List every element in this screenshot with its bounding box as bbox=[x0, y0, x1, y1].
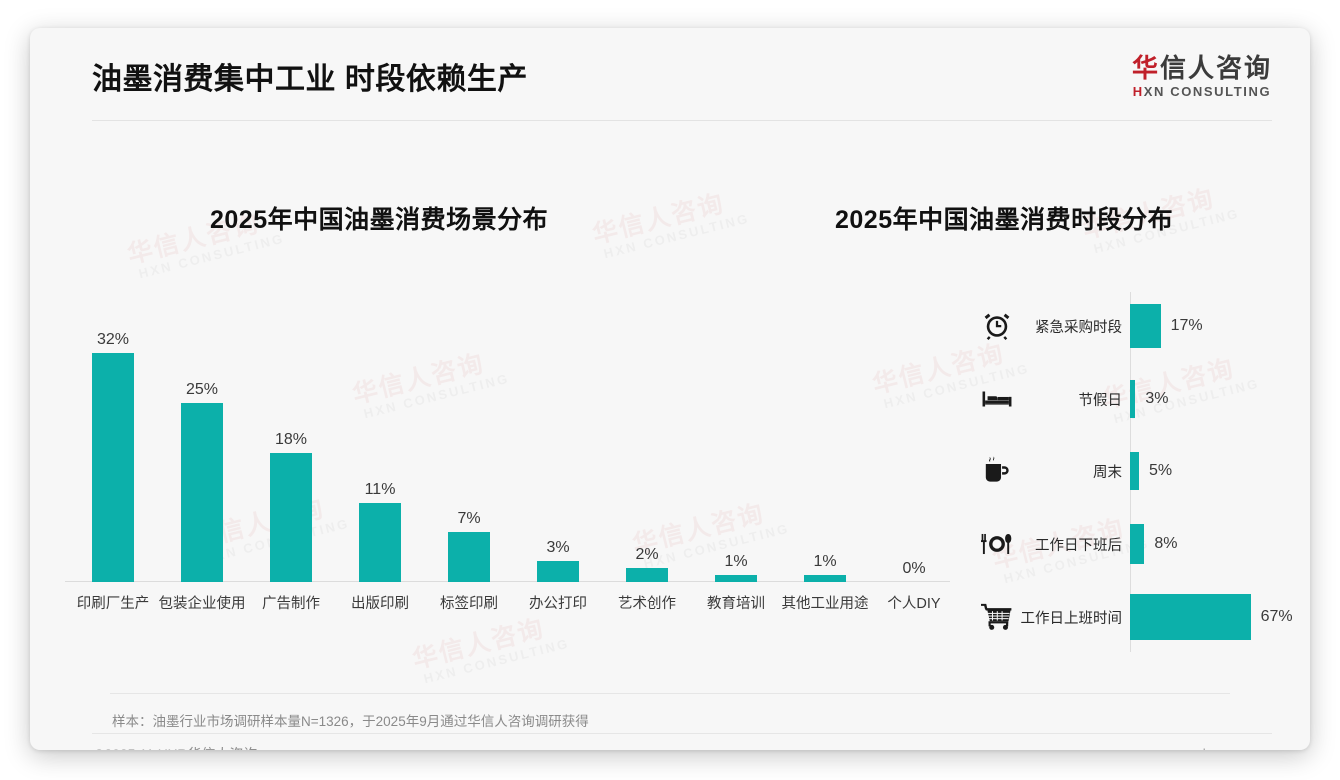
bar bbox=[1130, 380, 1136, 418]
slide-header: 油墨消费集中工业 时段依赖生产 华信人咨询 HXN CONSULTING bbox=[30, 28, 1310, 121]
bar bbox=[1130, 304, 1161, 348]
bar-value-label: 25% bbox=[185, 381, 219, 399]
bar bbox=[715, 574, 757, 582]
bar-value-label: 0% bbox=[902, 560, 926, 577]
slide-canvas: 华信人咨询 HXN CONSULTING 华信人咨询 HXN CONSULTIN… bbox=[30, 28, 1310, 750]
watermark: 华信人咨询 HXN CONSULTING bbox=[590, 185, 751, 263]
logo-rest-chars: 信人咨询 bbox=[1159, 53, 1272, 83]
scene-distribution-bar-chart: 32% 印刷厂生产 25% 包装企业使用 18% 广告制作 11% 出版印刷 7… bbox=[65, 278, 950, 618]
bar-column: 7% 标签印刷 bbox=[425, 314, 513, 613]
bar bbox=[1130, 452, 1139, 490]
bar bbox=[1130, 524, 1145, 564]
watermark-cn: 华信人咨询 bbox=[409, 614, 548, 675]
hbar-category-label: 工作日下班后 bbox=[1035, 537, 1122, 554]
bar-column: 3% 办公打印 bbox=[514, 314, 602, 612]
coffee-mug-icon bbox=[980, 454, 1014, 488]
bar bbox=[181, 403, 223, 582]
hbar-value-label: 17% bbox=[1170, 317, 1203, 334]
bar-column: 1% 教育培训 bbox=[692, 314, 780, 612]
bar-value-label: 32% bbox=[96, 331, 130, 349]
bar-value-label: 1% bbox=[813, 552, 837, 570]
hbar-value-label: 67% bbox=[1260, 608, 1293, 625]
copyright-text: ©2025.11 HXR华信人咨询 bbox=[94, 744, 257, 750]
bar bbox=[1130, 594, 1251, 640]
plate-cutlery-icon bbox=[980, 527, 1014, 561]
time-slot-distribution-bar-chart: 紧急采购时段 17% 节假日 3% bbox=[970, 286, 1293, 656]
bar-value-label: 2% bbox=[635, 545, 659, 563]
header-divider bbox=[92, 120, 1272, 121]
bar-value-label: 7% bbox=[457, 510, 481, 527]
footer-divider bbox=[92, 733, 1272, 734]
chart-baseline bbox=[65, 581, 950, 582]
bar-column: 18% 广告制作 bbox=[247, 314, 335, 612]
bar-value-label: 18% bbox=[274, 431, 308, 449]
logo-english: HXN CONSULTING bbox=[1132, 84, 1272, 99]
hbar-row: 节假日 3% bbox=[970, 371, 1290, 427]
bar-column: 0% 个人DIY bbox=[870, 314, 958, 613]
bar-value-label: 3% bbox=[546, 538, 570, 556]
bar bbox=[448, 532, 490, 582]
brand-logo: 华信人咨询 HXN CONSULTING bbox=[1131, 53, 1272, 99]
bar-category-label: 教育培训 bbox=[707, 596, 765, 612]
bar-category-label: 广告制作 bbox=[262, 596, 320, 612]
bar bbox=[537, 560, 579, 582]
bar bbox=[804, 574, 846, 582]
bar-column: 32% 印刷厂生产 bbox=[69, 314, 157, 612]
watermark-en: HXN CONSULTING bbox=[137, 230, 286, 282]
hbar-category-label: 节假日 bbox=[1078, 392, 1123, 409]
hbar-row: 工作日下班后 8% bbox=[970, 516, 1290, 572]
hbar-value-label: 3% bbox=[1145, 390, 1169, 407]
logo-en-rest: XN CONSULTING bbox=[1143, 84, 1272, 100]
hbar-category-label: 工作日上班时间 bbox=[1020, 610, 1123, 627]
bar-category-label: 个人DIY bbox=[887, 596, 941, 612]
logo-en-accent: H bbox=[1132, 84, 1144, 100]
hbar-value-label: 8% bbox=[1154, 535, 1178, 552]
sample-footnote: 样本：油墨行业市场调研样本量N=1326，于2025年9月通过华信人咨询调研获得 bbox=[112, 714, 589, 729]
bar-column: 11% 出版印刷 bbox=[336, 314, 424, 612]
hbar-category-label: 紧急采购时段 bbox=[1035, 319, 1122, 336]
watermark-en: HXN CONSULTING bbox=[422, 635, 571, 687]
watermark-cn: 华信人咨询 bbox=[589, 189, 728, 250]
shopping-cart-icon bbox=[980, 600, 1014, 634]
hbar-row: 工作日上班时间 67% bbox=[970, 588, 1293, 646]
bar-category-label: 标签印刷 bbox=[440, 596, 498, 612]
bar-category-label: 办公打印 bbox=[529, 596, 587, 612]
bar-column: 2% 艺术创作 bbox=[603, 314, 691, 612]
bar-column: 25% 包装企业使用 bbox=[158, 314, 246, 612]
website-url[interactable]: www.hxrcon.com bbox=[1172, 746, 1270, 750]
left-chart-title: 2025年中国油墨消费场景分布 bbox=[210, 206, 549, 234]
watermark-en: HXN CONSULTING bbox=[602, 210, 751, 262]
bar-category-label: 包装企业使用 bbox=[158, 596, 246, 612]
bar bbox=[359, 503, 401, 582]
bar-column: 1% 其他工业用途 bbox=[781, 314, 869, 612]
bar bbox=[92, 353, 134, 582]
logo-chinese: 华信人咨询 bbox=[1131, 53, 1272, 83]
bar-category-label: 其他工业用途 bbox=[781, 596, 869, 612]
bar-category-label: 出版印刷 bbox=[351, 596, 409, 612]
logo-accent-char: 华 bbox=[1131, 53, 1160, 83]
bar bbox=[626, 567, 668, 582]
hbar-category-label: 周末 bbox=[1093, 464, 1122, 481]
right-chart-title: 2025年中国油墨消费时段分布 bbox=[835, 206, 1174, 234]
watermark: 华信人咨询 HXN CONSULTING bbox=[410, 610, 571, 688]
hbar-row: 紧急采购时段 17% bbox=[970, 298, 1290, 354]
bar-value-label: 11% bbox=[364, 481, 396, 499]
footnote-divider bbox=[110, 693, 1230, 694]
bar bbox=[270, 453, 312, 582]
hbar-value-label: 5% bbox=[1149, 462, 1173, 479]
bar-category-label: 印刷厂生产 bbox=[76, 596, 150, 612]
hbar-row: 周末 5% bbox=[970, 443, 1290, 499]
bar-value-label: 1% bbox=[724, 552, 748, 570]
page-title: 油墨消费集中工业 时段依赖生产 bbox=[92, 63, 528, 96]
bed-icon bbox=[980, 382, 1014, 416]
bar-category-label: 艺术创作 bbox=[618, 596, 676, 612]
alarm-clock-icon bbox=[980, 309, 1014, 343]
